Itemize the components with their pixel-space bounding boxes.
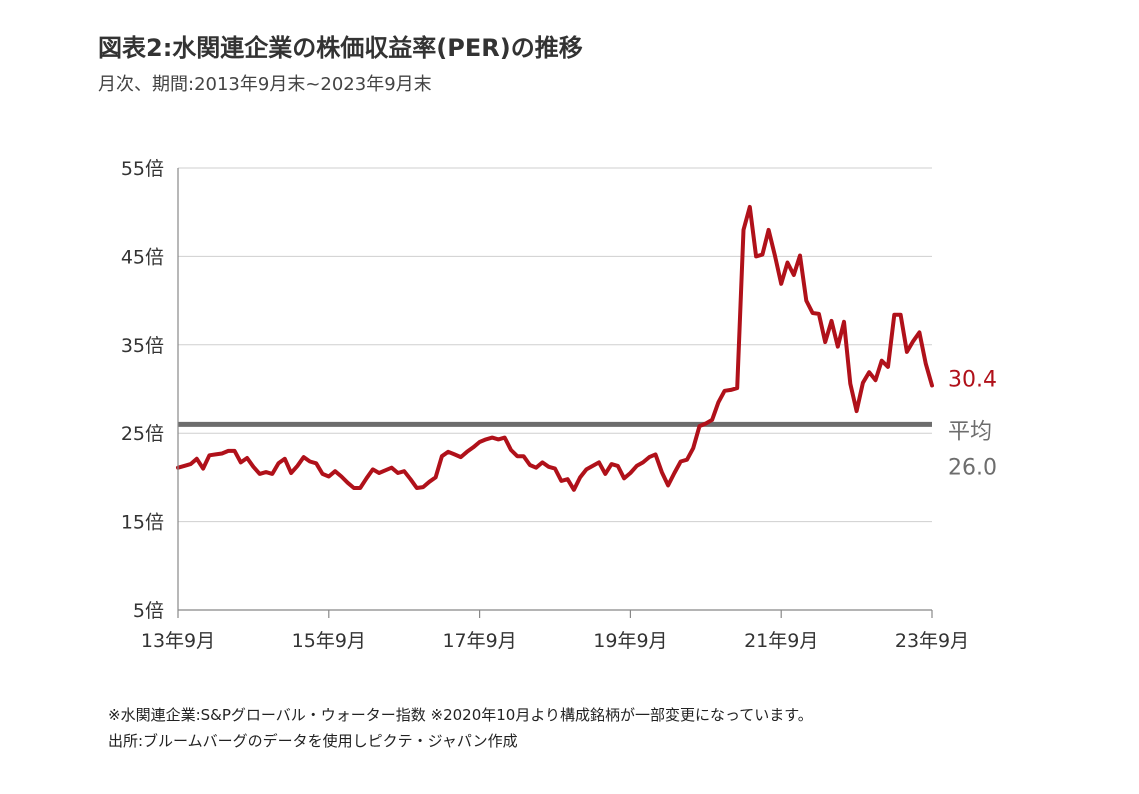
x-tick-label-0: 13年9月	[141, 630, 215, 652]
x-tick-label-3: 19年9月	[593, 630, 667, 652]
y-tick-label-15: 15倍	[121, 512, 164, 534]
grid-layer	[178, 167, 932, 611]
y-tick-label-5: 5倍	[133, 600, 164, 622]
source-note-origin: 出所:ブルームバーグのデータを使用しピクテ・ジャパン作成	[108, 732, 518, 750]
y-tick-label-45: 45倍	[121, 246, 164, 268]
axis-layer: 5倍 15倍 25倍 35倍 45倍 55倍 13年9月 15年9月 17年9月 19年9月 21年…	[121, 158, 969, 652]
label-layer: 30.4 平均 26.0	[948, 367, 997, 480]
x-tick-label-1: 15年9月	[292, 630, 366, 652]
y-tick-label-25: 25倍	[121, 423, 164, 445]
x-tick-label-4: 21年9月	[744, 630, 818, 652]
average-label-name: 平均	[948, 419, 992, 444]
last-value-label: 30.4	[948, 367, 997, 392]
chart-title: 図表2:水関連企業の株価収益率(PER)の推移	[98, 34, 583, 62]
x-tick-label-2: 17年9月	[442, 630, 516, 652]
source-note-index: ※水関連企業:S&Pグローバル・ウォーター指数 ※2020年10月より構成銘柄が…	[108, 706, 813, 724]
chart-subtitle: 月次、期間:2013年9月末~2023年9月末	[98, 74, 432, 95]
y-tick-label-55: 55倍	[121, 158, 164, 180]
series-line-0	[176, 204, 934, 492]
y-tick-label-35: 35倍	[121, 335, 164, 357]
average-label-value: 26.0	[948, 455, 997, 480]
series-layer	[176, 204, 934, 492]
x-tick-label-5: 23年9月	[895, 630, 969, 652]
